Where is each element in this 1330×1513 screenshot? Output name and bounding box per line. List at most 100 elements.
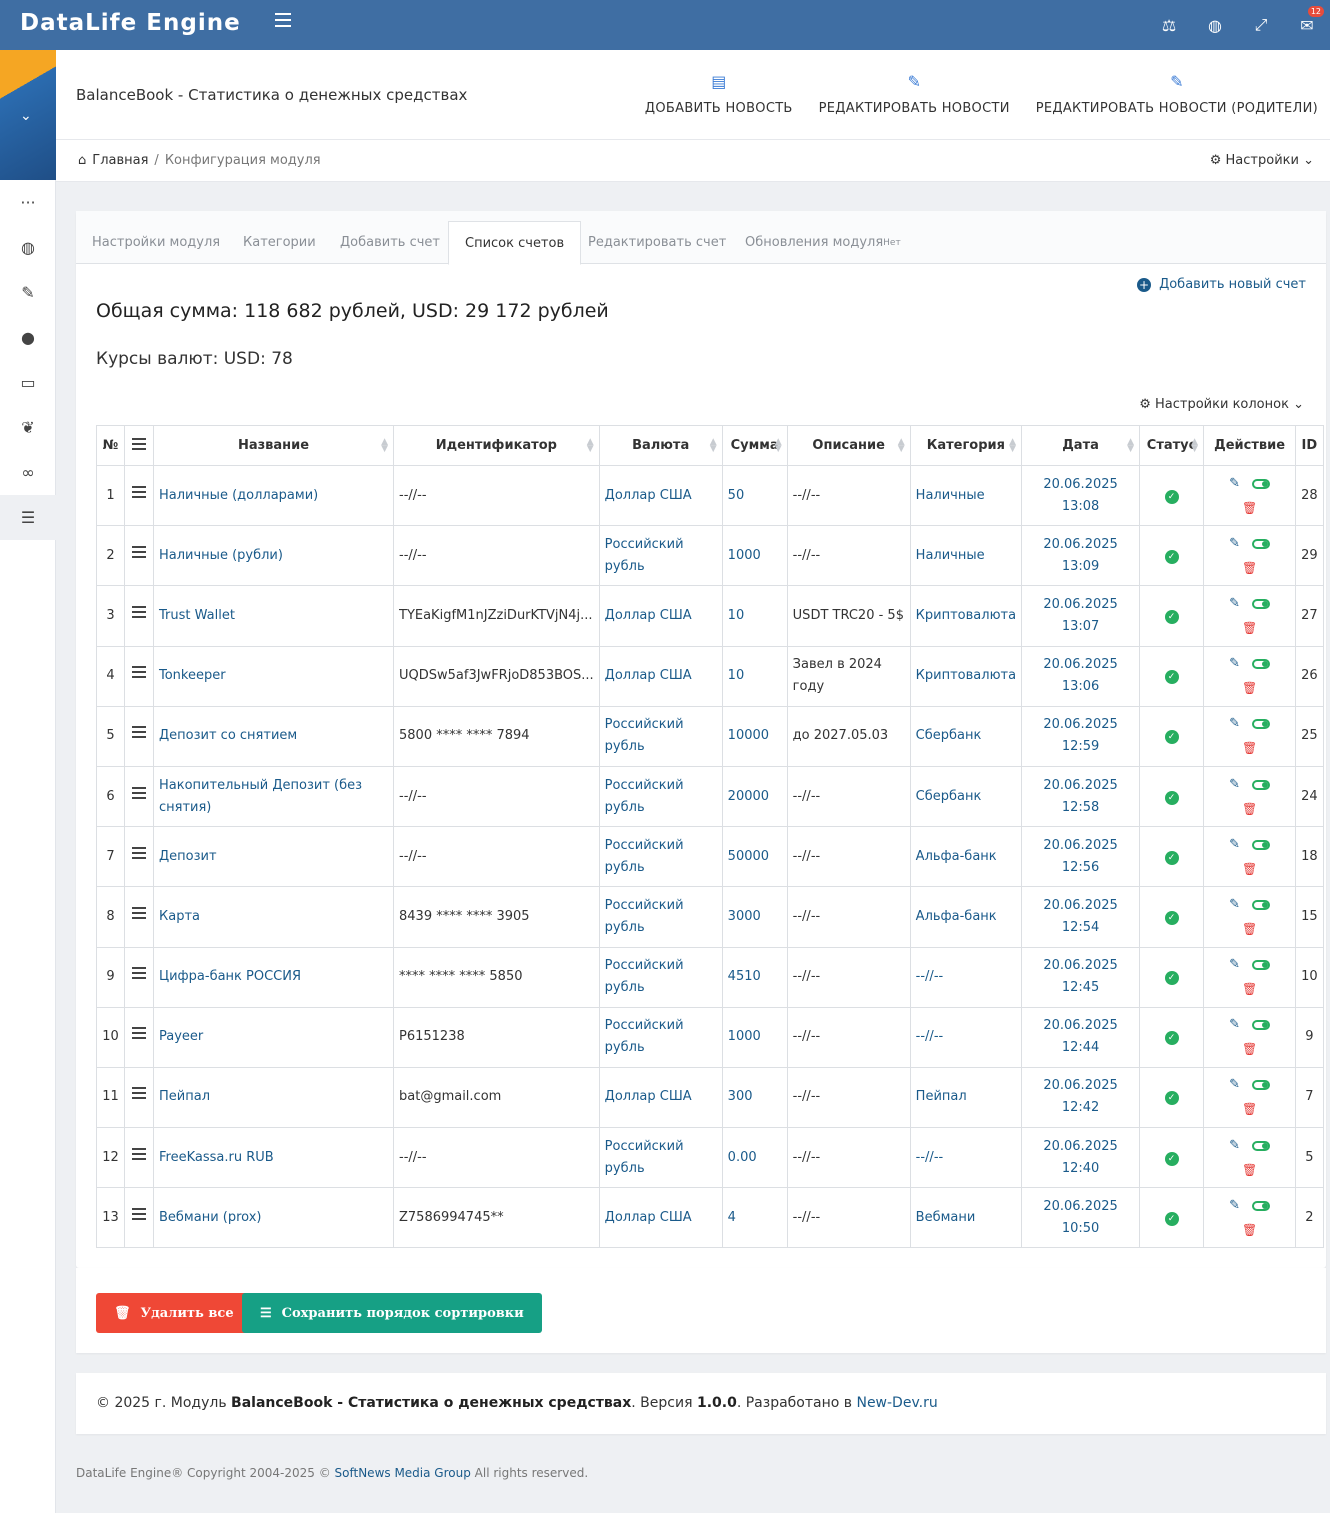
toggle-on-icon[interactable] — [1252, 899, 1271, 910]
row-category[interactable]: Альфа-банк — [909, 826, 1023, 888]
toggle-on-icon[interactable] — [1252, 659, 1271, 670]
tab-categories[interactable]: Категории — [243, 235, 316, 250]
toggle-on-icon[interactable] — [1252, 1200, 1271, 1211]
toggle-on-icon[interactable] — [1252, 1080, 1271, 1091]
sidebar-wrench-icon[interactable]: ✎ — [21, 283, 35, 302]
row-currency[interactable]: Российский рубль — [598, 525, 723, 587]
row-currency[interactable]: Российский рубль — [598, 886, 723, 948]
globe-icon[interactable]: ◍ — [1208, 15, 1222, 35]
edit-icon[interactable]: ✎ — [1229, 475, 1241, 491]
toggle-on-icon[interactable] — [1252, 779, 1271, 790]
row-sum[interactable]: 0.00 — [721, 1127, 788, 1189]
row-category[interactable]: Криптовалюта — [909, 585, 1023, 647]
row-currency[interactable]: Российский рубль — [598, 1006, 723, 1068]
row-name[interactable]: Карта — [153, 886, 394, 948]
row-drag-handle[interactable] — [124, 1006, 154, 1068]
delete-all-button[interactable]: 🗑 Удалить все — [96, 1293, 252, 1333]
trash-icon[interactable]: 🗑 — [1241, 620, 1258, 635]
row-name[interactable]: Вебмани (prox) — [153, 1187, 394, 1249]
tab-module-updates[interactable]: Обновления модуля Нет — [729, 221, 917, 264]
breadcrumb-home[interactable]: Главная — [92, 153, 149, 168]
edit-icon[interactable]: ✎ — [1229, 896, 1241, 912]
row-category[interactable]: Сбербанк — [909, 705, 1023, 767]
trash-icon[interactable]: 🗑 — [1241, 1222, 1258, 1237]
trash-icon[interactable]: 🗑 — [1241, 801, 1258, 816]
edit-icon[interactable]: ✎ — [1229, 1017, 1241, 1033]
sidebar-user-icon[interactable]: ● — [21, 328, 35, 347]
row-name[interactable]: Накопительный Депозит (без снятия) — [153, 765, 394, 828]
edit-news-parents-button[interactable]: ✎ РЕДАКТИРОВАТЬ НОВОСТИ (РОДИТЕЛИ) — [1036, 72, 1318, 116]
row-currency[interactable]: Российский рубль — [598, 765, 723, 828]
toggle-on-icon[interactable] — [1252, 960, 1271, 971]
trash-icon[interactable]: 🗑 — [1241, 560, 1258, 575]
row-drag-handle[interactable] — [124, 645, 154, 707]
row-sum[interactable]: 4 — [721, 1187, 788, 1249]
row-sum[interactable]: 20000 — [721, 765, 788, 828]
row-category[interactable]: --//-- — [909, 1127, 1023, 1189]
row-name[interactable]: Депозит со снятием — [153, 705, 394, 767]
row-drag-handle[interactable] — [124, 705, 154, 767]
row-drag-handle[interactable] — [124, 946, 154, 1008]
sidebar-laptop-icon[interactable]: ▭ — [20, 373, 36, 392]
trash-icon[interactable]: 🗑 — [1241, 681, 1258, 696]
row-currency[interactable]: Доллар США — [598, 464, 723, 527]
toggle-on-icon[interactable] — [1252, 1140, 1271, 1151]
row-currency[interactable]: Российский рубль — [598, 826, 723, 888]
row-name[interactable]: Цифра-банк РОССИЯ — [153, 946, 394, 1008]
row-drag-handle[interactable] — [124, 585, 154, 647]
edit-icon[interactable]: ✎ — [1229, 776, 1241, 792]
row-category[interactable]: Наличные — [909, 464, 1023, 527]
edit-icon[interactable]: ✎ — [1229, 836, 1241, 852]
trash-icon[interactable]: 🗑 — [1241, 741, 1258, 756]
tab-accounts-list[interactable]: Список счетов — [448, 221, 582, 265]
edit-icon[interactable]: ✎ — [1229, 957, 1241, 973]
row-category[interactable]: --//-- — [909, 1006, 1023, 1068]
row-drag-handle[interactable] — [124, 826, 154, 888]
col-category[interactable]: Категория ▲ ▼ — [909, 425, 1023, 466]
tab-module-settings[interactable]: Настройки модуля — [92, 235, 221, 250]
row-sum[interactable]: 4510 — [721, 946, 788, 1008]
row-currency[interactable]: Российский рубль — [598, 946, 723, 1008]
row-sum[interactable]: 10 — [721, 645, 788, 707]
trash-icon[interactable]: 🗑 — [1241, 1102, 1258, 1117]
sidebar-globe-icon[interactable]: ◍ — [21, 238, 35, 257]
fullscreen-icon[interactable]: ⤢ — [1254, 15, 1268, 34]
add-news-button[interactable]: ▤ ДОБАВИТЬ НОВОСТЬ — [645, 72, 793, 116]
col-name[interactable]: Название ▲ ▼ — [153, 425, 394, 466]
row-sum[interactable]: 3000 — [721, 886, 788, 948]
row-category[interactable]: Наличные — [909, 525, 1023, 587]
add-account-link[interactable]: + Добавить новый счет — [1137, 277, 1306, 292]
row-category[interactable]: --//-- — [909, 946, 1023, 1008]
sidebar-list-icon[interactable]: ☰ — [0, 495, 56, 540]
trash-icon[interactable]: 🗑 — [1241, 861, 1258, 876]
row-drag-handle[interactable] — [124, 464, 154, 527]
row-category[interactable]: Вебмани — [909, 1187, 1023, 1249]
row-sum[interactable]: 300 — [721, 1066, 788, 1129]
row-name[interactable]: Tonkeeper — [153, 645, 394, 707]
toggle-on-icon[interactable] — [1252, 839, 1271, 850]
row-drag-handle[interactable] — [124, 765, 154, 828]
edit-icon[interactable]: ✎ — [1229, 656, 1241, 672]
row-drag-handle[interactable] — [124, 525, 154, 587]
tab-add-account[interactable]: Добавить счет — [340, 235, 440, 250]
col-currency[interactable]: Валюта ▲ ▼ — [598, 425, 723, 466]
row-category[interactable]: Сбербанк — [909, 765, 1023, 828]
row-sum[interactable]: 10000 — [721, 705, 788, 767]
sidebar-logo[interactable]: ⌄ — [0, 50, 56, 180]
menu-toggle-icon[interactable] — [275, 13, 291, 27]
col-id[interactable]: ID — [1295, 425, 1324, 466]
toggle-on-icon[interactable] — [1252, 538, 1271, 549]
row-name[interactable]: FreeKassa.ru RUB — [153, 1127, 394, 1189]
sidebar-leaf-icon[interactable]: ❦ — [21, 418, 35, 437]
edit-icon[interactable]: ✎ — [1229, 1137, 1241, 1153]
row-sum[interactable]: 50 — [721, 464, 788, 527]
translate-icon[interactable]: ⚖ — [1161, 15, 1177, 35]
developer-link[interactable]: New-Dev.ru — [856, 1395, 938, 1411]
company-link[interactable]: SoftNews Media Group — [334, 1466, 471, 1480]
row-currency[interactable]: Доллар США — [598, 1187, 723, 1249]
row-drag-handle[interactable] — [124, 1127, 154, 1189]
row-currency[interactable]: Доллар США — [598, 1066, 723, 1129]
row-currency[interactable]: Российский рубль — [598, 705, 723, 767]
row-category[interactable]: Криптовалюта — [909, 645, 1023, 707]
col-sum[interactable]: Сумма ▲ ▼ — [721, 425, 788, 466]
